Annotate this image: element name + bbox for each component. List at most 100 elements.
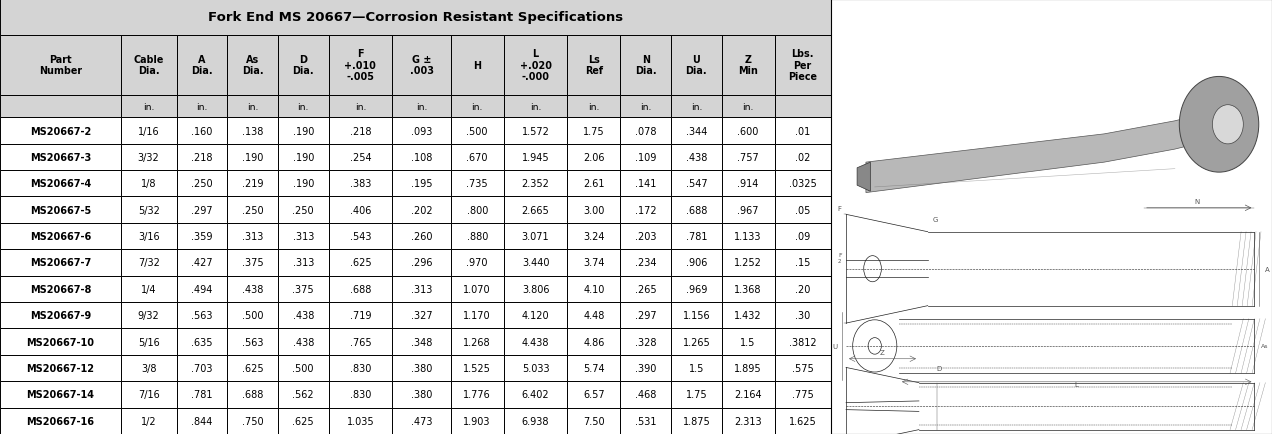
Bar: [328, 171, 392, 197]
Bar: [775, 329, 831, 355]
Text: in.: in.: [247, 102, 258, 111]
Bar: [567, 171, 621, 197]
Bar: [450, 250, 504, 276]
Text: .297: .297: [635, 311, 656, 320]
Bar: [228, 95, 277, 118]
Bar: [504, 145, 567, 171]
Text: 1.625: 1.625: [789, 416, 817, 426]
Bar: [277, 329, 328, 355]
Text: .218: .218: [350, 126, 371, 136]
Text: .0325: .0325: [789, 179, 817, 189]
Text: .380: .380: [411, 363, 432, 373]
Text: 1.5: 1.5: [688, 363, 703, 373]
Text: 1.5: 1.5: [740, 337, 756, 347]
Text: 1.776: 1.776: [463, 390, 491, 399]
Text: As: As: [1261, 344, 1268, 349]
Text: .688: .688: [686, 205, 707, 215]
Bar: [0, 145, 121, 171]
Text: 6.938: 6.938: [522, 416, 550, 426]
Text: .250: .250: [293, 205, 314, 215]
Bar: [177, 381, 228, 408]
Bar: [177, 145, 228, 171]
Bar: [277, 197, 328, 224]
Bar: [0, 329, 121, 355]
Text: in.: in.: [355, 102, 366, 111]
Text: in.: in.: [472, 102, 483, 111]
Bar: [721, 171, 775, 197]
Bar: [567, 36, 621, 95]
Text: .348: .348: [411, 337, 432, 347]
Text: G: G: [932, 217, 937, 222]
Bar: [328, 36, 392, 95]
Text: 5.74: 5.74: [583, 363, 604, 373]
Text: .313: .313: [293, 232, 314, 241]
Text: 3.24: 3.24: [584, 232, 604, 241]
Text: A
Dia.: A Dia.: [191, 55, 212, 76]
Ellipse shape: [1179, 77, 1259, 173]
Bar: [504, 118, 567, 145]
Bar: [0, 171, 121, 197]
Text: Z
Min: Z Min: [738, 55, 758, 76]
Text: H: H: [473, 61, 481, 70]
Text: .190: .190: [293, 179, 314, 189]
Text: 1.368: 1.368: [734, 284, 762, 294]
Text: MS20667-16: MS20667-16: [27, 416, 94, 426]
Bar: [621, 329, 672, 355]
Text: .3812: .3812: [789, 337, 817, 347]
Text: .30: .30: [795, 311, 810, 320]
Bar: [567, 224, 621, 250]
Bar: [775, 224, 831, 250]
Bar: [328, 355, 392, 381]
Bar: [328, 95, 392, 118]
Bar: [392, 197, 450, 224]
Text: Cable
Dia.: Cable Dia.: [134, 55, 164, 76]
Bar: [277, 408, 328, 434]
Bar: [672, 276, 721, 302]
Bar: [504, 302, 567, 329]
Bar: [277, 224, 328, 250]
Text: .494: .494: [191, 284, 212, 294]
Bar: [392, 118, 450, 145]
Bar: [277, 355, 328, 381]
Bar: [328, 276, 392, 302]
Text: .438: .438: [686, 153, 707, 162]
Text: .359: .359: [191, 232, 212, 241]
Text: in.: in.: [743, 102, 754, 111]
Text: .250: .250: [242, 205, 263, 215]
Bar: [121, 36, 177, 95]
Polygon shape: [866, 111, 1219, 193]
Text: 3.440: 3.440: [522, 258, 550, 268]
Text: .190: .190: [293, 153, 314, 162]
Text: 3.806: 3.806: [522, 284, 550, 294]
Bar: [392, 408, 450, 434]
Bar: [121, 276, 177, 302]
Bar: [621, 381, 672, 408]
Bar: [277, 95, 328, 118]
Bar: [450, 355, 504, 381]
Bar: [277, 302, 328, 329]
Text: Part
Number: Part Number: [38, 55, 81, 76]
Text: .108: .108: [411, 153, 432, 162]
Text: .195: .195: [411, 179, 432, 189]
Bar: [228, 118, 277, 145]
Text: 9/32: 9/32: [137, 311, 159, 320]
Text: .328: .328: [635, 337, 656, 347]
Text: D
Dia.: D Dia.: [293, 55, 314, 76]
Bar: [621, 197, 672, 224]
Text: MS20667-14: MS20667-14: [27, 390, 94, 399]
Bar: [277, 118, 328, 145]
Text: .344: .344: [686, 126, 707, 136]
Text: .625: .625: [293, 416, 314, 426]
Text: 4.10: 4.10: [584, 284, 604, 294]
Text: 4.120: 4.120: [522, 311, 550, 320]
Bar: [721, 145, 775, 171]
Text: .635: .635: [191, 337, 212, 347]
Text: As
Dia.: As Dia.: [242, 55, 263, 76]
Text: 1/4: 1/4: [141, 284, 156, 294]
Bar: [177, 118, 228, 145]
Bar: [328, 250, 392, 276]
Text: in.: in.: [416, 102, 427, 111]
Text: .625: .625: [242, 363, 263, 373]
Text: 3/8: 3/8: [141, 363, 156, 373]
Text: Fork End MS 20667—Corrosion Resistant Specifications: Fork End MS 20667—Corrosion Resistant Sp…: [207, 11, 623, 24]
